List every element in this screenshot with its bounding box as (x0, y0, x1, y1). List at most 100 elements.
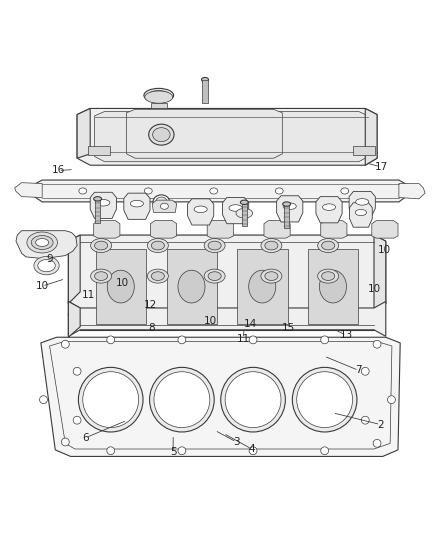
Ellipse shape (83, 372, 139, 427)
Polygon shape (237, 249, 288, 324)
Ellipse shape (210, 188, 218, 194)
Polygon shape (68, 235, 386, 311)
Ellipse shape (249, 447, 257, 455)
Ellipse shape (95, 241, 108, 250)
Polygon shape (68, 302, 386, 336)
Polygon shape (41, 337, 400, 456)
Ellipse shape (261, 269, 282, 283)
Text: 14: 14 (244, 319, 257, 329)
Ellipse shape (341, 188, 349, 194)
Ellipse shape (145, 91, 173, 103)
Ellipse shape (150, 367, 214, 432)
Ellipse shape (107, 336, 115, 344)
Text: 10: 10 (204, 316, 217, 326)
Ellipse shape (149, 124, 174, 145)
Polygon shape (284, 204, 289, 228)
Text: 8: 8 (148, 324, 155, 334)
Ellipse shape (91, 239, 112, 253)
Ellipse shape (94, 197, 102, 201)
Polygon shape (14, 183, 42, 198)
Ellipse shape (95, 272, 108, 280)
Ellipse shape (154, 372, 210, 427)
Polygon shape (202, 79, 208, 103)
Text: 12: 12 (143, 300, 157, 310)
Ellipse shape (283, 203, 296, 209)
Ellipse shape (153, 195, 170, 209)
Ellipse shape (321, 272, 335, 280)
Polygon shape (95, 111, 368, 161)
Ellipse shape (318, 239, 339, 253)
Ellipse shape (356, 199, 369, 205)
Text: 15: 15 (281, 324, 295, 334)
Polygon shape (150, 221, 177, 238)
Ellipse shape (148, 239, 168, 253)
Ellipse shape (240, 200, 248, 205)
Ellipse shape (34, 256, 59, 275)
Ellipse shape (249, 336, 257, 344)
Ellipse shape (321, 336, 328, 344)
Ellipse shape (319, 270, 346, 303)
Ellipse shape (151, 272, 164, 280)
Ellipse shape (38, 260, 55, 272)
Ellipse shape (27, 232, 57, 253)
Polygon shape (152, 200, 177, 212)
Ellipse shape (265, 241, 278, 250)
Polygon shape (321, 221, 347, 238)
Polygon shape (353, 147, 375, 155)
Ellipse shape (91, 269, 112, 283)
Ellipse shape (388, 395, 396, 403)
Polygon shape (151, 103, 166, 108)
Ellipse shape (178, 270, 205, 303)
Polygon shape (374, 235, 386, 311)
Text: 4: 4 (248, 444, 255, 454)
Ellipse shape (292, 367, 357, 432)
Text: 10: 10 (35, 281, 49, 291)
Ellipse shape (79, 188, 87, 194)
Ellipse shape (283, 202, 290, 206)
Ellipse shape (318, 269, 339, 283)
Ellipse shape (321, 241, 335, 250)
Ellipse shape (322, 204, 336, 211)
Polygon shape (77, 108, 90, 158)
Text: 16: 16 (52, 165, 65, 175)
Text: 6: 6 (82, 433, 89, 442)
Text: 11: 11 (82, 290, 95, 300)
Ellipse shape (178, 447, 186, 455)
Polygon shape (29, 180, 409, 202)
Ellipse shape (221, 367, 286, 432)
Ellipse shape (373, 340, 381, 348)
Ellipse shape (208, 272, 221, 280)
Polygon shape (80, 235, 374, 330)
Ellipse shape (61, 340, 69, 348)
Ellipse shape (261, 239, 282, 253)
Ellipse shape (39, 395, 47, 403)
Polygon shape (88, 147, 110, 155)
Polygon shape (350, 203, 372, 227)
Ellipse shape (160, 203, 168, 209)
Text: 2: 2 (377, 419, 384, 430)
Text: 10: 10 (367, 284, 381, 294)
Polygon shape (277, 196, 303, 222)
Polygon shape (187, 199, 214, 225)
Ellipse shape (151, 241, 164, 250)
Ellipse shape (73, 367, 81, 375)
Ellipse shape (131, 200, 144, 207)
Polygon shape (124, 193, 150, 220)
Polygon shape (68, 302, 80, 337)
Polygon shape (242, 203, 247, 227)
Polygon shape (316, 197, 342, 223)
Ellipse shape (35, 239, 49, 246)
Polygon shape (94, 221, 120, 238)
Ellipse shape (145, 188, 152, 194)
Ellipse shape (144, 88, 173, 102)
Ellipse shape (361, 416, 369, 424)
Polygon shape (223, 198, 249, 224)
Text: 11: 11 (237, 334, 250, 344)
Text: 17: 17 (375, 162, 388, 172)
Polygon shape (264, 221, 290, 238)
Ellipse shape (194, 206, 207, 213)
Ellipse shape (178, 336, 186, 344)
Ellipse shape (373, 439, 381, 447)
Polygon shape (372, 221, 398, 238)
Ellipse shape (61, 438, 69, 446)
